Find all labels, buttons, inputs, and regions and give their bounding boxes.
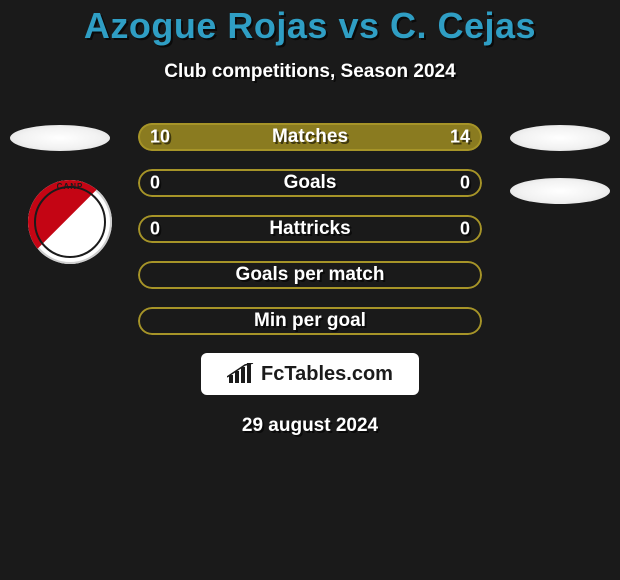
comparison-card: Azogue Rojas vs C. Cejas Club competitio… (0, 0, 620, 580)
player1-avatar-placeholder (10, 125, 110, 151)
stat-left-value: 10 (150, 127, 170, 148)
stat-label: Matches (272, 126, 348, 148)
stat-label: Hattricks (269, 218, 350, 240)
stat-bar: Goals per match (138, 261, 482, 289)
stat-label: Goals (284, 172, 337, 194)
stat-bar: 0 0 Hattricks (138, 215, 482, 243)
stat-bar: 10 14 Matches (138, 123, 482, 151)
stat-left-value: 0 (150, 219, 160, 240)
date-label: 29 august 2024 (0, 415, 620, 437)
stat-right-value: 14 (450, 127, 470, 148)
page-title: Azogue Rojas vs C. Cejas (0, 5, 620, 47)
stat-label: Min per goal (254, 310, 366, 332)
club-badge-text: CANP (28, 182, 112, 191)
stat-bar: Min per goal (138, 307, 482, 335)
subtitle: Club competitions, Season 2024 (0, 61, 620, 83)
stat-bar: 0 0 Goals (138, 169, 482, 197)
fctables-badge: FcTables.com (201, 353, 419, 395)
bar-chart-icon (227, 363, 255, 385)
club-badge-ring (34, 186, 106, 258)
stat-right-value: 0 (460, 219, 470, 240)
stat-right-value: 0 (460, 173, 470, 194)
stat-label: Goals per match (236, 264, 385, 286)
player2-avatar-placeholder (510, 125, 610, 151)
player2-club-placeholder (510, 178, 610, 204)
stat-left-value: 0 (150, 173, 160, 194)
player1-club-badge: CANP (28, 180, 112, 264)
brand-label: FcTables.com (261, 363, 393, 386)
